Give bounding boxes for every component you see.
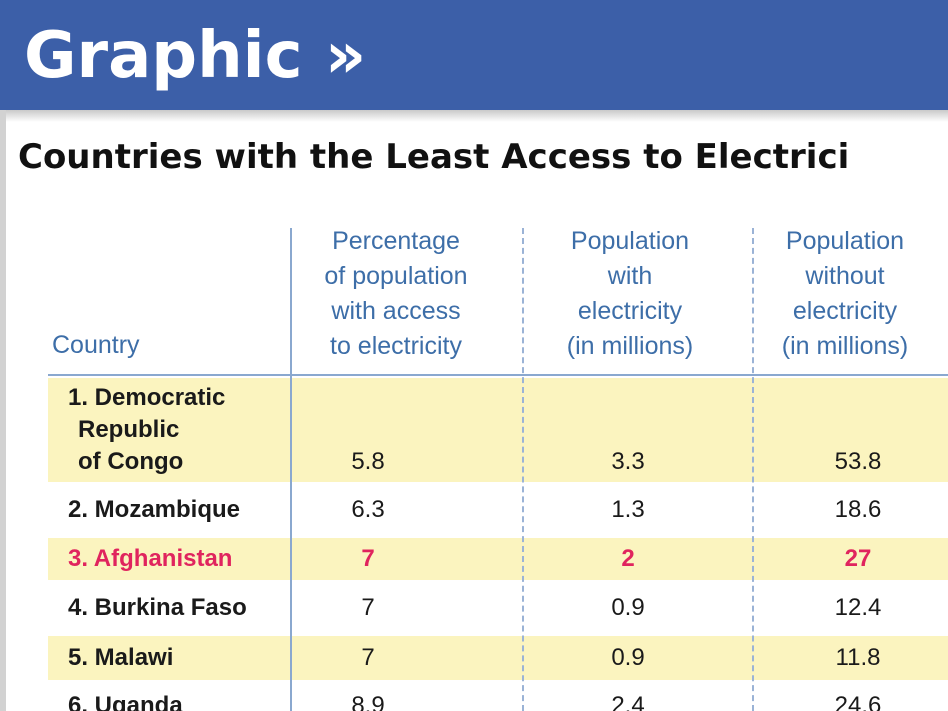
table-row-highlighted: 3. Afghanistan 7 2 27 xyxy=(48,538,948,580)
row-population-with: 0.9 xyxy=(611,594,645,621)
row-percentage: 7 xyxy=(361,644,375,671)
row-population-with: 2.4 xyxy=(611,692,645,711)
page-title: Countries with the Least Access to Elect… xyxy=(18,137,850,177)
table-row: 2. Mozambique 6.3 1.3 18.6 xyxy=(48,486,948,534)
row-country: 3. Afghanistan xyxy=(68,545,233,572)
header-title: Graphic » xyxy=(24,19,367,93)
column-header-line: with xyxy=(607,262,653,290)
row-country-line: of Congo xyxy=(78,448,184,475)
row-population-with: 0.9 xyxy=(611,644,645,671)
column-header-line: to electricity xyxy=(330,332,462,360)
column-header-line: Population xyxy=(785,227,905,255)
table-row: 4. Burkina Faso 7 0.9 12.4 xyxy=(48,584,948,632)
row-population-with: 2 xyxy=(621,545,635,572)
column-header-population-with: Population with electricity (in millions… xyxy=(530,224,730,364)
row-population-without: 18.6 xyxy=(834,496,882,523)
row-country: 5. Malawi xyxy=(68,644,174,671)
table-row: 6. Uganda 8.9 2.4 24.6 xyxy=(48,690,948,711)
row-country: 4. Burkina Faso xyxy=(68,594,247,621)
header-underline xyxy=(48,374,948,376)
row-percentage: 6.3 xyxy=(351,496,385,523)
table-row: 1. Democratic Republic of Congo 5.8 3.3 … xyxy=(48,378,948,482)
column-header-line: Population xyxy=(570,227,690,255)
row-population-with: 1.3 xyxy=(611,496,645,523)
row-country: 1. Democratic Republic of Congo xyxy=(68,382,225,478)
row-percentage: 5.8 xyxy=(351,448,385,475)
header-bar: Graphic » xyxy=(0,0,948,110)
row-population-with: 3.3 xyxy=(611,448,645,475)
column-header-line: of population xyxy=(324,262,468,290)
column-divider xyxy=(752,228,754,711)
column-header-line: electricity xyxy=(577,297,683,325)
table-row: 5. Malawi 7 0.9 11.8 xyxy=(48,636,948,680)
column-header-line: electricity xyxy=(792,297,898,325)
left-border xyxy=(0,110,6,711)
column-divider xyxy=(522,228,524,711)
row-population-without: 53.8 xyxy=(834,448,882,475)
header-shadow xyxy=(0,110,948,122)
column-header-percentage: Percentage of population with access to … xyxy=(296,224,496,364)
row-population-without: 27 xyxy=(844,545,872,572)
row-country: 2. Mozambique xyxy=(68,496,241,523)
column-header-country: Country xyxy=(52,331,140,359)
column-header-line: (in millions) xyxy=(566,332,694,360)
row-population-without: 12.4 xyxy=(834,594,882,621)
row-country: 6. Uganda xyxy=(68,692,183,711)
row-percentage: 8.9 xyxy=(351,692,385,711)
column-divider xyxy=(290,228,292,711)
row-percentage: 7 xyxy=(361,545,375,572)
column-header-line: Percentage xyxy=(332,227,460,255)
row-country-line: Republic xyxy=(78,416,180,443)
column-header-line: with access xyxy=(331,297,461,325)
column-header-population-without: Population without electricity (in milli… xyxy=(750,224,940,364)
column-header-line: (in millions) xyxy=(781,332,909,360)
column-header-line: without xyxy=(805,262,885,290)
row-population-without: 24.6 xyxy=(834,692,882,711)
row-percentage: 7 xyxy=(361,594,375,621)
row-population-without: 11.8 xyxy=(835,644,881,671)
row-country-line: 1. Democratic xyxy=(68,384,226,411)
